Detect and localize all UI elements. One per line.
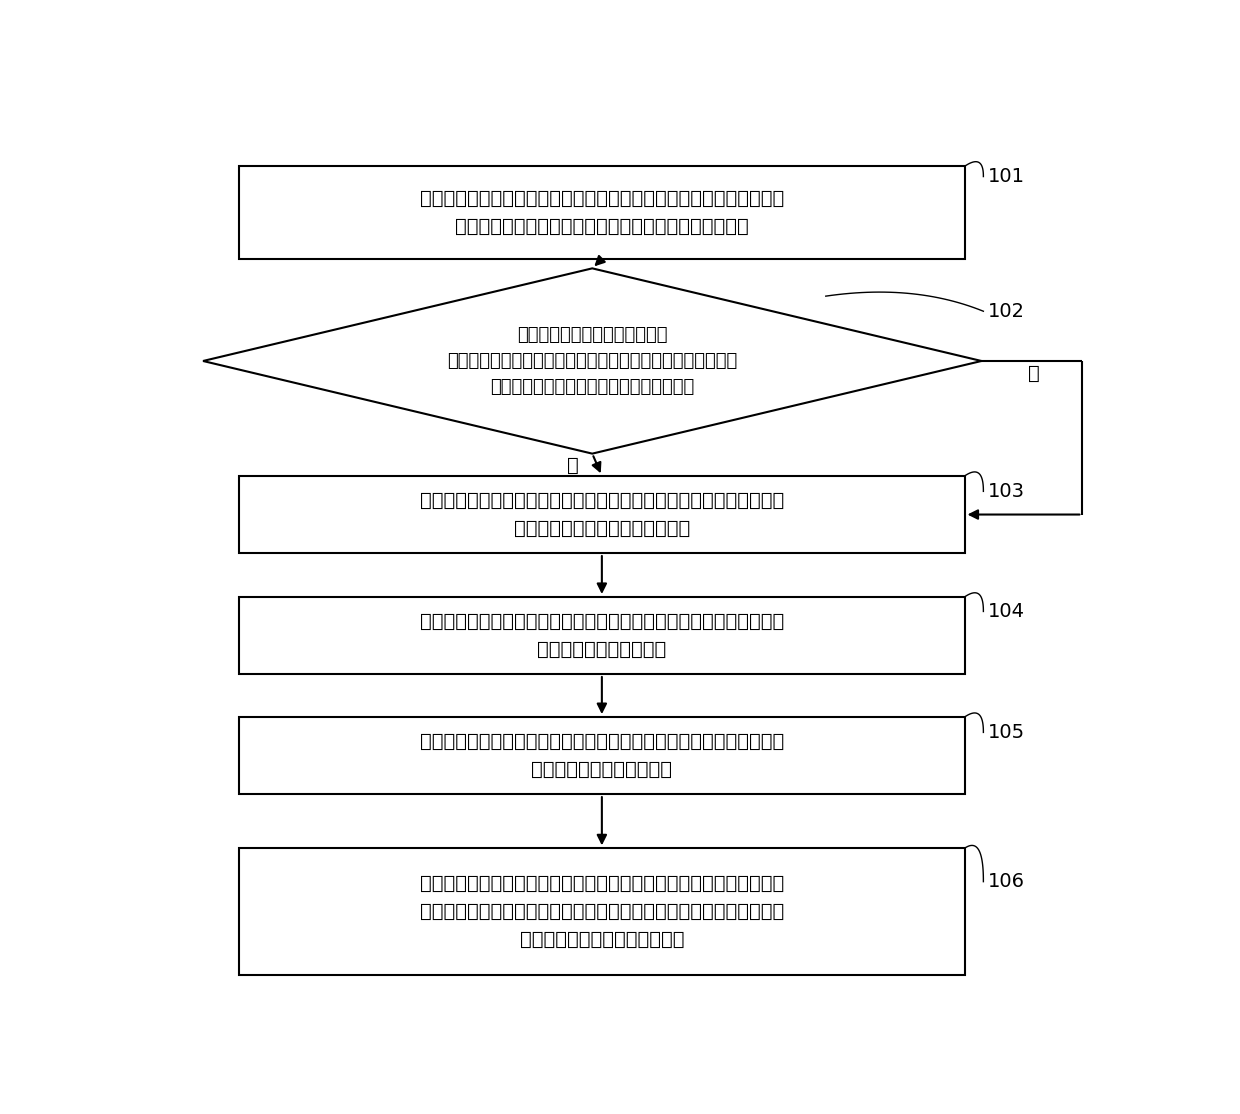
Text: 106: 106	[988, 872, 1025, 891]
Text: 在所述轮询请求中的处理者标识与所述任务对应的处理者标识相同时，
中继设备将所述任务和所述文件资源发送给所述处理客户端，以使所述
处理客户端对所述任务进行处理: 在所述轮询请求中的处理者标识与所述任务对应的处理者标识相同时， 中继设备将所述任…	[419, 874, 784, 949]
Text: 中继设备根据所述存储路径从文件服务器中下载所述文件资源，并存储
到缓存以及所述资源共享文件夹中: 中继设备根据所述存储路径从文件服务器中下载所述文件资源，并存储 到缓存以及所述资…	[419, 491, 784, 538]
Text: 104: 104	[988, 602, 1025, 620]
Text: 中继设备接收任务管理平台发送的任务，所述任务中包括所述中继设备
的标识、任务标识和所述任务对应的文件资源的存储路径: 中继设备接收任务管理平台发送的任务，所述任务中包括所述中继设备 的标识、任务标识…	[419, 189, 784, 236]
Text: 105: 105	[988, 723, 1025, 742]
Polygon shape	[203, 268, 982, 453]
Text: 中继设备为所述任务分配处理者标识，并将分配了所述处理者标识的所
述任务发送至任务队列中: 中继设备为所述任务分配处理者标识，并将分配了所述处理者标识的所 述任务发送至任务…	[419, 612, 784, 659]
Text: 102: 102	[988, 302, 1025, 321]
Text: 否: 否	[567, 456, 579, 476]
Bar	[239, 476, 965, 554]
Bar	[239, 848, 965, 975]
Text: 中继设备根据资源共享文件夹中
存储的各文件资源的存储路径，确定所述存储路径对应的文件
资源是否已经存在于所述资源共享文件夹中: 中继设备根据资源共享文件夹中 存储的各文件资源的存储路径，确定所述存储路径对应的…	[448, 325, 738, 397]
Text: 101: 101	[988, 167, 1025, 186]
Text: 103: 103	[988, 482, 1025, 501]
Text: 是: 是	[1028, 364, 1040, 383]
Bar	[239, 166, 965, 258]
Text: 中继设备接收处理客户端发送的轮询请求，所述轮询请求中包括所述处
理客户端对应的处理者标识: 中继设备接收处理客户端发送的轮询请求，所述轮询请求中包括所述处 理客户端对应的处…	[419, 732, 784, 779]
Bar	[239, 717, 965, 794]
Bar	[239, 597, 965, 674]
